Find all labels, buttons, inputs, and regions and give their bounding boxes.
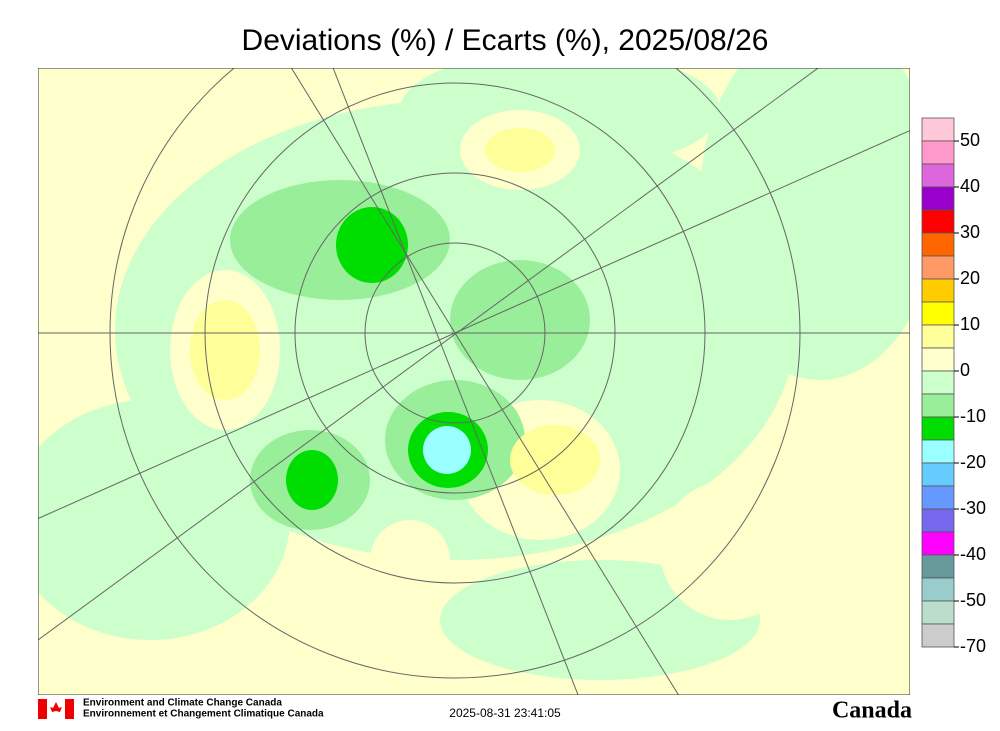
colorbar-box <box>921 278 955 303</box>
colorbar-label: 0 <box>960 360 970 380</box>
colorbar-label: -70 <box>960 636 986 656</box>
colorbar-box <box>921 186 955 211</box>
colorbar-label: -10 <box>960 406 986 426</box>
colorbar-box <box>921 600 955 625</box>
colorbar-box <box>921 370 955 395</box>
colorbar-label: 50 <box>960 130 980 150</box>
colorbar-box <box>921 255 955 280</box>
colorbar-label: -50 <box>960 590 986 610</box>
colorbar-box <box>921 531 955 556</box>
colorbar-box <box>921 393 955 418</box>
colorbar-label: -20 <box>960 452 986 472</box>
colorbar-box <box>921 577 955 602</box>
colorbar-label: -30 <box>960 498 986 518</box>
colorbar-box <box>921 163 955 188</box>
colorbar: 50 40 30 20 10 0 -10 -20 -30 -40 -50 -70 <box>921 117 986 656</box>
colorbar-box <box>921 416 955 441</box>
colorbar-box <box>921 462 955 487</box>
colorbar-label: 10 <box>960 314 980 334</box>
colorbar-box <box>921 140 955 165</box>
agency-en: Environment and Climate Change Canada <box>83 698 282 709</box>
colorbar-box <box>921 209 955 234</box>
colorbar-box <box>921 485 955 510</box>
colorbar-box <box>921 347 955 372</box>
colorbar-box <box>921 301 955 326</box>
colorbar-label: 30 <box>960 222 980 242</box>
colorbar-box <box>921 324 955 349</box>
colorbar-box <box>921 117 955 142</box>
timestamp: 2025-08-31 23:41:05 <box>449 706 561 720</box>
title: Deviations (%) / Ecarts (%), 2025/08/26 <box>242 24 769 57</box>
footer: Environment and Climate Change Canada En… <box>38 698 912 724</box>
colorbar-label: 20 <box>960 268 980 288</box>
wordmark: Canada <box>832 698 912 724</box>
colorbar-label: -40 <box>960 544 986 564</box>
agency-fr: Environnement et Changement Climatique C… <box>83 709 324 720</box>
colorbar-label: 40 <box>960 176 980 196</box>
colorbar-box <box>921 508 955 533</box>
colorbar-box <box>921 439 955 464</box>
colorbar-box <box>921 623 955 648</box>
colorbar-box <box>921 232 955 257</box>
colorbar-box <box>921 554 955 579</box>
